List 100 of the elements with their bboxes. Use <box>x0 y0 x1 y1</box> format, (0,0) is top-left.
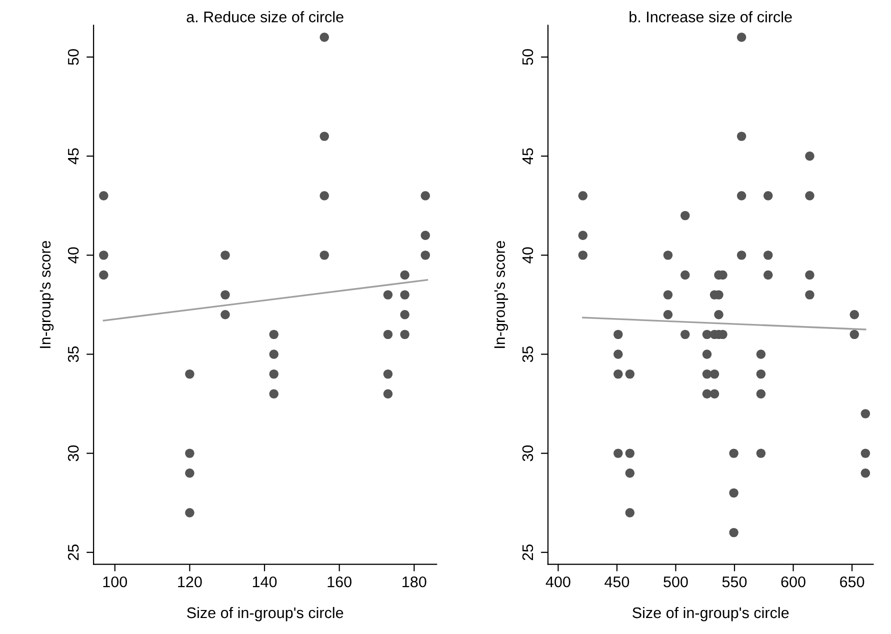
point <box>680 210 690 220</box>
y-tick-label: 50 <box>68 49 79 65</box>
x-tick-label: 450 <box>604 576 630 588</box>
point <box>729 488 738 498</box>
point <box>614 330 623 340</box>
point <box>185 369 194 379</box>
point <box>220 310 230 320</box>
point <box>702 369 712 379</box>
point <box>663 310 673 320</box>
y-tick-label: 40 <box>68 247 79 264</box>
point <box>736 250 746 260</box>
y-axis-title: In-group's score <box>40 240 54 348</box>
x-tick-label: 100 <box>103 576 128 588</box>
point <box>578 191 588 200</box>
point <box>710 369 720 379</box>
x-axis-title: Size of in-group's circle <box>632 606 789 622</box>
x-tick-label: 550 <box>722 576 747 588</box>
point <box>99 191 108 200</box>
point <box>185 468 194 478</box>
point <box>614 350 623 359</box>
point <box>578 230 588 240</box>
point <box>860 409 870 418</box>
point <box>400 310 410 320</box>
point <box>805 290 814 300</box>
point <box>756 369 766 379</box>
chart-title: a. Reduce size of circle <box>186 11 344 22</box>
point <box>736 132 746 141</box>
point <box>714 310 724 320</box>
point <box>736 32 746 42</box>
x-tick-label: 180 <box>402 576 426 588</box>
point <box>805 152 814 161</box>
y-tick-label: 50 <box>522 49 534 65</box>
point <box>860 468 870 478</box>
point <box>680 330 690 340</box>
x-axis-title: Size of in-group's circle <box>187 606 344 622</box>
point <box>383 330 393 340</box>
y-tick-label: 45 <box>522 148 534 164</box>
point <box>764 191 773 200</box>
point <box>710 389 720 398</box>
point <box>420 230 430 240</box>
point <box>663 250 673 260</box>
point <box>736 191 746 200</box>
point <box>400 330 410 340</box>
point <box>614 448 623 458</box>
point <box>680 270 690 280</box>
x-tick-label: 600 <box>781 576 806 588</box>
x-tick-label: 500 <box>664 576 688 588</box>
point <box>99 250 108 260</box>
y-tick-label: 35 <box>68 346 79 362</box>
point <box>420 250 430 260</box>
x-tick-label: 140 <box>252 576 277 588</box>
point <box>850 330 859 340</box>
x-tick-label: 400 <box>546 576 570 588</box>
chart-title: b. Increase size of circle <box>630 11 792 22</box>
point <box>756 350 766 359</box>
y-tick-label: 30 <box>68 445 79 462</box>
point <box>756 448 766 458</box>
point <box>220 290 230 300</box>
y-tick-label: 30 <box>522 445 534 462</box>
point <box>400 290 410 300</box>
y-tick-label: 25 <box>68 544 79 560</box>
point <box>185 508 194 518</box>
point <box>756 389 766 398</box>
point <box>625 468 634 478</box>
point <box>850 310 859 320</box>
point <box>805 191 814 200</box>
point <box>702 350 712 359</box>
point <box>220 250 230 260</box>
point <box>729 448 738 458</box>
point <box>578 250 588 260</box>
point <box>764 270 773 280</box>
point <box>269 330 278 340</box>
point <box>269 350 278 359</box>
point <box>625 369 634 379</box>
point <box>269 389 278 398</box>
point <box>320 250 329 260</box>
x-tick-label: 650 <box>840 576 864 588</box>
point <box>729 528 738 538</box>
point <box>614 369 623 379</box>
point <box>320 32 329 42</box>
point <box>383 389 393 398</box>
point <box>383 369 393 379</box>
x-tick-label: 120 <box>178 576 202 588</box>
point <box>764 250 773 260</box>
point <box>269 369 278 379</box>
point <box>400 270 410 280</box>
point <box>383 290 393 300</box>
y-axis-title: In-group's score <box>494 240 508 348</box>
point <box>663 290 673 300</box>
point <box>320 132 329 141</box>
point <box>805 270 814 280</box>
point <box>99 270 108 280</box>
y-tick-label: 40 <box>522 247 534 264</box>
point <box>860 448 870 458</box>
point <box>420 191 430 200</box>
point <box>625 508 634 518</box>
point <box>625 448 634 458</box>
y-tick-label: 25 <box>522 544 534 560</box>
point <box>320 191 329 200</box>
x-tick-label: 160 <box>328 576 352 588</box>
